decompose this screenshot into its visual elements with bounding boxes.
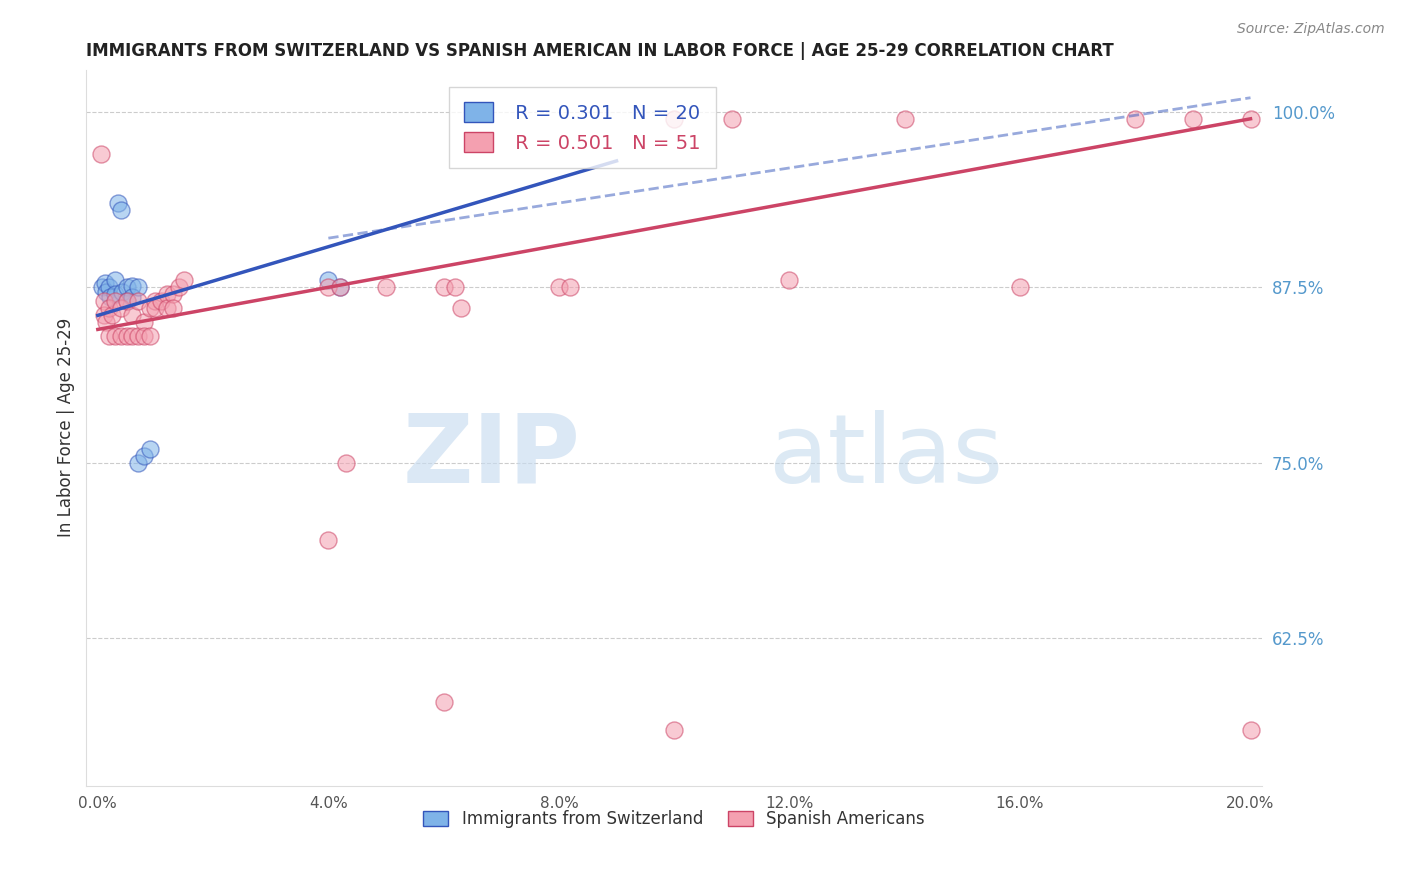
- Point: [433, 694, 456, 708]
- Point: [110, 301, 132, 316]
- Point: [145, 294, 167, 309]
- Point: [778, 273, 800, 287]
- Point: [1123, 112, 1146, 126]
- Point: [548, 280, 571, 294]
- Point: [156, 287, 179, 301]
- Point: [93, 309, 115, 323]
- Point: [132, 329, 155, 343]
- Point: [101, 309, 124, 323]
- Point: [98, 301, 121, 316]
- Point: [150, 294, 173, 309]
- Point: [90, 147, 112, 161]
- Point: [375, 280, 398, 294]
- Point: [115, 294, 138, 309]
- Point: [662, 723, 685, 737]
- Point: [560, 280, 582, 294]
- Point: [145, 301, 167, 316]
- Point: [138, 442, 160, 456]
- Point: [104, 329, 127, 343]
- Point: [318, 533, 340, 547]
- Point: [329, 280, 352, 294]
- Point: [162, 287, 184, 301]
- Point: [720, 112, 742, 126]
- Point: [93, 294, 115, 309]
- Point: [162, 301, 184, 316]
- Point: [127, 280, 149, 294]
- Point: [167, 280, 190, 294]
- Y-axis label: In Labor Force | Age 25-29: In Labor Force | Age 25-29: [58, 318, 75, 537]
- Point: [104, 273, 127, 287]
- Point: [335, 456, 357, 470]
- Legend: Immigrants from Switzerland, Spanish Americans: Immigrants from Switzerland, Spanish Ame…: [416, 804, 932, 835]
- Point: [110, 329, 132, 343]
- Point: [1239, 723, 1261, 737]
- Point: [318, 273, 340, 287]
- Point: [98, 329, 121, 343]
- Point: [433, 280, 456, 294]
- Point: [127, 456, 149, 470]
- Point: [893, 112, 915, 126]
- Point: [318, 280, 340, 294]
- Point: [132, 315, 155, 329]
- Point: [96, 315, 118, 329]
- Point: [121, 290, 143, 304]
- Point: [1239, 112, 1261, 126]
- Point: [107, 196, 129, 211]
- Point: [100, 290, 122, 304]
- Text: IMMIGRANTS FROM SWITZERLAND VS SPANISH AMERICAN IN LABOR FORCE | AGE 25-29 CORRE: IMMIGRANTS FROM SWITZERLAND VS SPANISH A…: [86, 42, 1114, 60]
- Point: [115, 329, 138, 343]
- Point: [104, 287, 127, 301]
- Point: [121, 279, 143, 293]
- Point: [127, 294, 149, 309]
- Text: ZIP: ZIP: [402, 409, 581, 503]
- Point: [329, 280, 352, 294]
- Point: [115, 294, 138, 309]
- Point: [121, 329, 143, 343]
- Point: [450, 301, 472, 316]
- Point: [1181, 112, 1204, 126]
- Point: [111, 285, 134, 299]
- Point: [96, 285, 118, 299]
- Text: atlas: atlas: [768, 409, 1004, 503]
- Point: [662, 112, 685, 126]
- Point: [138, 329, 160, 343]
- Point: [1008, 280, 1031, 294]
- Point: [115, 280, 138, 294]
- Point: [138, 301, 160, 316]
- Point: [156, 301, 179, 316]
- Point: [127, 329, 149, 343]
- Point: [121, 309, 143, 323]
- Point: [173, 273, 195, 287]
- Point: [444, 280, 467, 294]
- Point: [110, 203, 132, 218]
- Point: [93, 276, 115, 290]
- Point: [132, 449, 155, 463]
- Point: [91, 280, 114, 294]
- Point: [98, 280, 121, 294]
- Point: [104, 294, 127, 309]
- Text: Source: ZipAtlas.com: Source: ZipAtlas.com: [1237, 22, 1385, 37]
